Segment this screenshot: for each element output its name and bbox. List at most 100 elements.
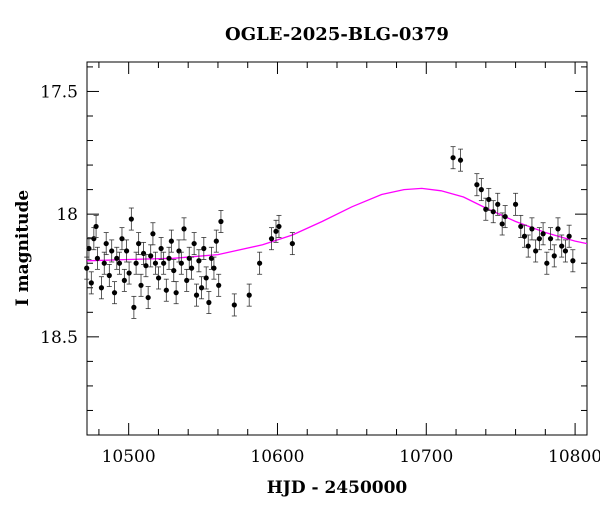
axis-ticks [87,62,587,436]
data-point [114,246,120,270]
data-marker [486,196,492,203]
data-marker [206,299,212,306]
data-marker [570,258,576,264]
data-marker [119,236,125,242]
data-point [84,256,90,280]
data-marker [109,248,115,254]
data-marker [176,248,182,254]
data-marker [502,213,508,220]
data-marker [551,253,557,259]
data-marker [483,206,489,212]
data-marker [208,255,215,261]
data-marker [201,245,207,252]
data-marker [106,272,112,279]
data-marker [450,155,456,161]
data-point [525,234,531,258]
data-point [521,224,528,248]
data-point [289,232,295,256]
data-point [136,232,142,256]
data-marker [193,292,200,298]
data-point [502,205,508,229]
data-marker [457,157,464,163]
data-marker [158,245,164,252]
data-marker [562,248,569,254]
data-marker [140,250,147,257]
data-marker [521,233,528,239]
y-tick-labels: 17.5 18 18.5 [40,82,78,347]
data-point [257,251,263,275]
data-point [88,271,94,295]
data-point [123,239,130,263]
data-point [551,244,557,268]
data-point [478,178,484,202]
data-point [133,251,139,275]
data-marker [540,231,546,237]
data-marker [566,233,572,239]
data-marker [133,260,139,266]
data-point [450,146,456,170]
data-point [93,214,99,238]
data-marker [289,240,295,247]
data-marker [544,260,550,266]
data-point [457,148,464,172]
y-tick-label: 17.5 [40,82,78,102]
data-point [198,276,205,300]
data-point [121,268,127,292]
data-point [547,227,554,251]
data-marker [276,223,282,230]
y-tick-label: 18 [56,205,78,225]
data-marker [114,255,120,261]
data-marker [145,294,151,301]
data-point [171,259,177,283]
data-marker [257,260,263,266]
data-marker [131,304,137,310]
data-marker [161,260,167,266]
data-marker [478,187,484,193]
data-marker [216,282,222,288]
data-point [512,192,519,216]
data-point [86,237,92,260]
data-point [193,283,200,307]
data-marker [173,290,179,296]
data-point [211,256,217,280]
data-point [276,214,282,238]
data-point [201,237,207,260]
x-tick-labels: 10500 10600 10700 10800 [102,447,600,467]
data-marker [128,216,134,222]
data-marker [525,243,531,249]
data-point [555,217,561,241]
data-point [103,232,109,256]
data-marker [211,265,217,271]
data-marker [138,282,144,288]
data-point [131,295,137,319]
data-point [246,283,252,307]
data-point [163,278,169,302]
data-point [148,244,154,268]
data-point [218,210,224,233]
data-point [138,273,144,297]
data-marker [490,209,496,215]
data-point [216,273,222,297]
x-tick-label: 10700 [399,447,453,467]
data-marker [198,285,205,291]
x-tick-label: 10500 [102,447,156,467]
data-point [518,214,524,238]
data-point [145,286,151,310]
data-point [231,293,237,317]
data-point [570,249,576,273]
data-marker [155,275,162,281]
data-marker [116,260,123,266]
data-point [176,239,182,263]
y-tick-label: 18.5 [40,328,78,348]
data-marker [231,302,237,308]
data-point [486,187,492,211]
data-point [91,227,97,251]
data-point [166,246,172,270]
data-marker [547,236,554,242]
data-marker [559,243,565,249]
data-points [84,146,576,319]
data-point [119,227,125,251]
data-point [544,251,550,275]
data-marker [163,287,169,293]
